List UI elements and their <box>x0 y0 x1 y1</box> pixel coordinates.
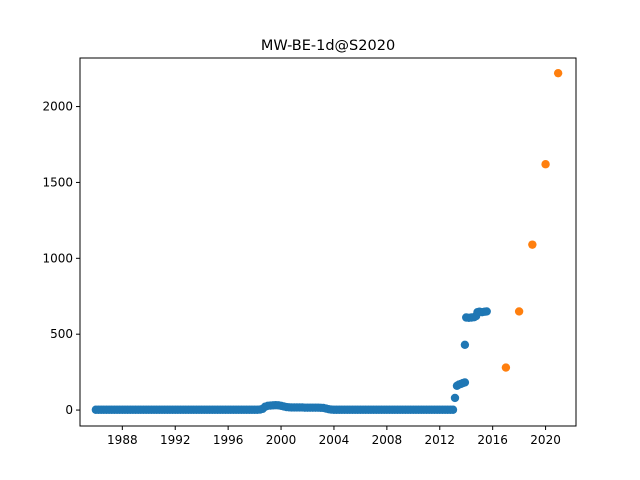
y-tick-label: 0 <box>65 403 73 417</box>
x-tick-label: 2004 <box>319 433 350 447</box>
x-tick-label: 2012 <box>424 433 455 447</box>
data-point <box>541 160 550 169</box>
data-point <box>460 340 470 350</box>
y-tick-label: 2000 <box>42 100 73 114</box>
chart-title: MW-BE-1d@S2020 <box>261 38 395 54</box>
data-point <box>450 393 460 403</box>
x-tick-label: 2000 <box>266 433 297 447</box>
data-point <box>528 240 537 249</box>
x-tick-label: 2008 <box>372 433 403 447</box>
axes-frame <box>79 57 577 427</box>
x-tick-label: 2020 <box>530 433 561 447</box>
data-point <box>553 68 563 78</box>
data-point <box>514 307 524 316</box>
y-tick-label: 1000 <box>42 251 73 265</box>
x-tick-label: 2016 <box>477 433 508 447</box>
y-tick-label: 500 <box>50 327 73 341</box>
data-point <box>501 363 511 372</box>
plot-area: 1988 1992 1996 2000 2004 2008 2012 2016 2020 0 500… <box>42 57 577 447</box>
x-tick-label: 1988 <box>107 433 138 447</box>
data-point <box>460 378 470 387</box>
y-tick-label: 1500 <box>42 175 73 189</box>
x-tick-label: 1996 <box>213 433 244 447</box>
data-point <box>482 307 491 316</box>
data-point <box>448 405 458 414</box>
x-tick-label: 1992 <box>160 433 191 447</box>
